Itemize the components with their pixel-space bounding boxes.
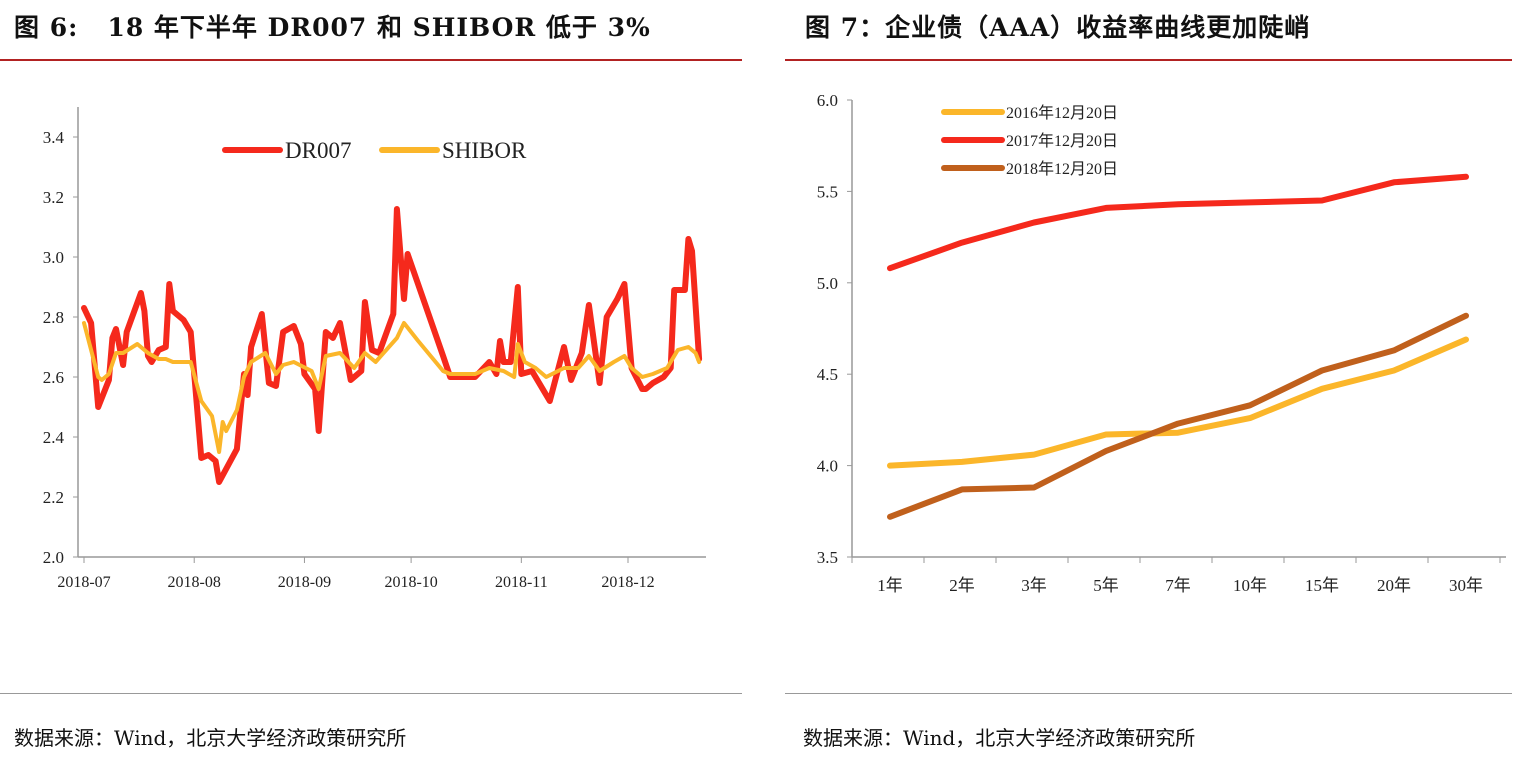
y-tick-label: 6.0 [817,91,838,110]
y-tick-label: 3.5 [817,548,838,567]
x-tick-label: 2年 [949,576,975,595]
figure-7-title: 图 7：企业债（AAA）收益率曲线更加陡峭 [805,13,1311,42]
series-line-1 [887,173,1469,272]
figure-6-top-rule [0,59,742,61]
y-tick-label: 2.4 [43,428,65,447]
figure-6-source: 数据来源：Wind，北京大学经济政策研究所 [14,726,407,750]
series-line-0 [887,336,1469,469]
x-tick-label: 2018-12 [601,574,654,591]
series-line-2 [887,312,1469,520]
x-tick-label: 7年 [1165,576,1191,595]
y-tick-label: 3.2 [43,188,64,207]
x-tick-label: 3年 [1021,576,1047,595]
legend-label-1: 2017年12月20日 [1006,132,1118,150]
series-line-shibor [82,321,702,454]
y-tick-label: 2.2 [43,488,64,507]
x-tick-label: 2018-11 [495,574,548,591]
y-tick-label: 2.8 [43,308,64,327]
legend-label-2: 2018年12月20日 [1006,160,1118,178]
legend-label-shibor: SHIBOR [442,138,527,163]
x-tick-label: 2018-09 [278,574,331,591]
x-tick-label: 30年 [1449,576,1483,595]
y-tick-label: 5.5 [817,182,838,201]
x-tick-label: 2018-07 [57,574,110,591]
figure-6-bottom-rule [0,693,742,694]
x-tick-label: 15年 [1305,576,1339,595]
figure-7-top-rule [785,59,1512,61]
y-tick-label: 3.0 [43,248,64,267]
legend-label-dr007: DR007 [285,138,351,163]
y-tick-label: 4.5 [817,365,838,384]
y-tick-label: 2.6 [43,368,64,387]
x-tick-label: 5年 [1093,576,1119,595]
series-line-dr007 [81,206,703,485]
x-tick-label: 1年 [877,576,903,595]
figure-7-source: 数据来源：Wind，北京大学经济政策研究所 [803,726,1196,750]
y-tick-label: 5.0 [817,274,838,293]
y-tick-label: 3.4 [43,128,65,147]
x-tick-label: 2018-08 [168,574,221,591]
x-tick-label: 2018-10 [384,574,437,591]
x-tick-label: 10年 [1233,576,1267,595]
figure-6-title: 图 6: 18 年下半年 DR007 和 SHIBOR 低于 3% [14,13,651,42]
y-tick-label: 4.0 [817,457,838,476]
figure-7-bottom-rule [785,693,1512,694]
y-tick-label: 2.0 [43,548,64,567]
legend-label-0: 2016年12月20日 [1006,104,1118,122]
x-tick-label: 20年 [1377,576,1411,595]
